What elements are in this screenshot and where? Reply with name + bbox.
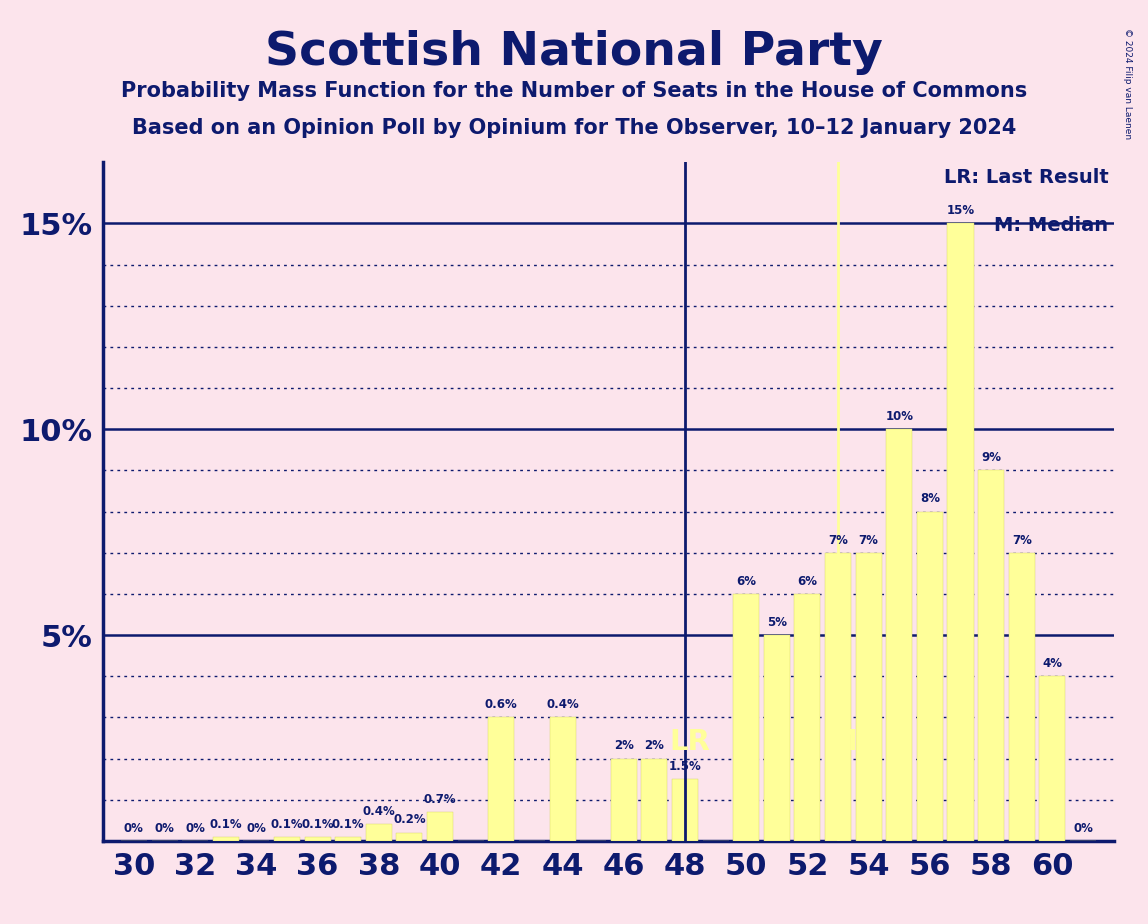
Bar	[274, 837, 300, 841]
Bar	[886, 430, 913, 841]
Bar	[1039, 676, 1065, 841]
Bar	[366, 824, 391, 841]
Text: 6%: 6%	[798, 575, 817, 588]
Text: 0.1%: 0.1%	[332, 818, 365, 831]
Bar	[611, 759, 637, 841]
Bar	[1009, 553, 1034, 841]
Text: 0%: 0%	[124, 821, 144, 834]
Bar	[734, 594, 759, 841]
Text: M: Median: M: Median	[994, 216, 1109, 235]
Text: LR: LR	[669, 728, 709, 756]
Text: 0.2%: 0.2%	[393, 813, 426, 826]
Text: 8%: 8%	[920, 492, 940, 505]
Text: 2%: 2%	[644, 739, 665, 752]
Bar	[947, 224, 974, 841]
Text: 0.6%: 0.6%	[484, 699, 518, 711]
Bar	[427, 812, 453, 841]
Text: 5%: 5%	[767, 616, 786, 629]
Text: 1.5%: 1.5%	[668, 760, 701, 772]
Bar	[917, 512, 943, 841]
Bar	[855, 553, 882, 841]
Text: 0.1%: 0.1%	[209, 818, 242, 831]
Bar	[672, 779, 698, 841]
Bar	[488, 717, 514, 841]
Bar	[763, 635, 790, 841]
Text: © 2024 Filip van Laenen: © 2024 Filip van Laenen	[1123, 28, 1132, 139]
Bar	[550, 717, 575, 841]
Text: 9%: 9%	[982, 451, 1001, 464]
Text: 0.4%: 0.4%	[546, 699, 579, 711]
Text: Probability Mass Function for the Number of Seats in the House of Commons: Probability Mass Function for the Number…	[121, 81, 1027, 102]
Bar	[978, 470, 1004, 841]
Text: 2%: 2%	[614, 739, 634, 752]
Text: 0%: 0%	[247, 821, 266, 834]
Bar	[794, 594, 821, 841]
Text: 0%: 0%	[1073, 821, 1093, 834]
Text: Based on an Opinion Poll by Opinium for The Observer, 10–12 January 2024: Based on an Opinion Poll by Opinium for …	[132, 118, 1016, 139]
Text: 4%: 4%	[1042, 657, 1062, 670]
Bar	[825, 553, 851, 841]
Text: 7%: 7%	[1011, 533, 1032, 546]
Bar	[642, 759, 667, 841]
Bar	[304, 837, 331, 841]
Text: 0.4%: 0.4%	[363, 805, 395, 819]
Text: Scottish National Party: Scottish National Party	[265, 30, 883, 75]
Text: LR: Last Result: LR: Last Result	[944, 168, 1109, 188]
Text: 0%: 0%	[155, 821, 174, 834]
Text: 7%: 7%	[828, 533, 848, 546]
Text: 15%: 15%	[946, 204, 975, 217]
Text: 0.7%: 0.7%	[424, 793, 457, 806]
Text: 0.1%: 0.1%	[271, 818, 303, 831]
Text: 7%: 7%	[859, 533, 878, 546]
Text: 0.1%: 0.1%	[301, 818, 334, 831]
Text: 6%: 6%	[736, 575, 757, 588]
Text: M: M	[828, 728, 858, 756]
Bar	[396, 833, 422, 841]
Bar	[335, 837, 362, 841]
Text: 0%: 0%	[185, 821, 205, 834]
Bar	[212, 837, 239, 841]
Text: 10%: 10%	[885, 410, 914, 423]
